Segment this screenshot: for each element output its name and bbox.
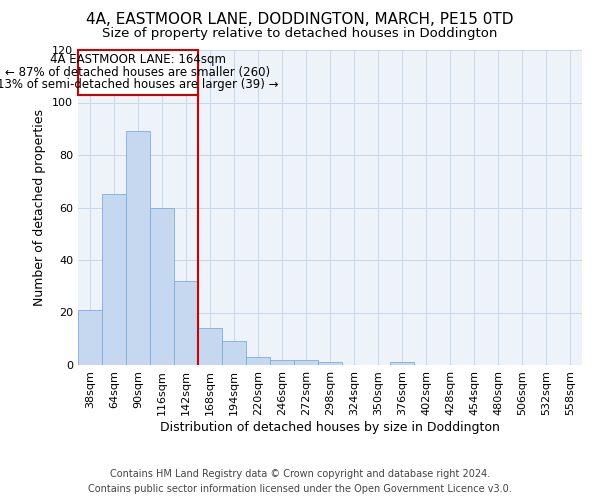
Bar [174, 281, 198, 365]
Bar [294, 360, 318, 365]
Bar [318, 362, 342, 365]
Bar [270, 360, 294, 365]
Bar [102, 194, 126, 365]
Text: ← 87% of detached houses are smaller (260): ← 87% of detached houses are smaller (26… [5, 66, 271, 79]
Text: Contains HM Land Registry data © Crown copyright and database right 2024.
Contai: Contains HM Land Registry data © Crown c… [88, 469, 512, 494]
Text: 13% of semi-detached houses are larger (39) →: 13% of semi-detached houses are larger (… [0, 78, 279, 92]
Bar [78, 50, 198, 94]
Y-axis label: Number of detached properties: Number of detached properties [34, 109, 46, 306]
Bar [246, 357, 270, 365]
Bar [78, 310, 102, 365]
Bar [198, 328, 222, 365]
Bar [126, 132, 150, 365]
Bar [390, 362, 414, 365]
Text: 4A EASTMOOR LANE: 164sqm: 4A EASTMOOR LANE: 164sqm [50, 54, 226, 66]
Bar [222, 342, 246, 365]
Bar [150, 208, 174, 365]
Text: Size of property relative to detached houses in Doddington: Size of property relative to detached ho… [103, 28, 497, 40]
Text: 4A, EASTMOOR LANE, DODDINGTON, MARCH, PE15 0TD: 4A, EASTMOOR LANE, DODDINGTON, MARCH, PE… [86, 12, 514, 28]
X-axis label: Distribution of detached houses by size in Doddington: Distribution of detached houses by size … [160, 420, 500, 434]
